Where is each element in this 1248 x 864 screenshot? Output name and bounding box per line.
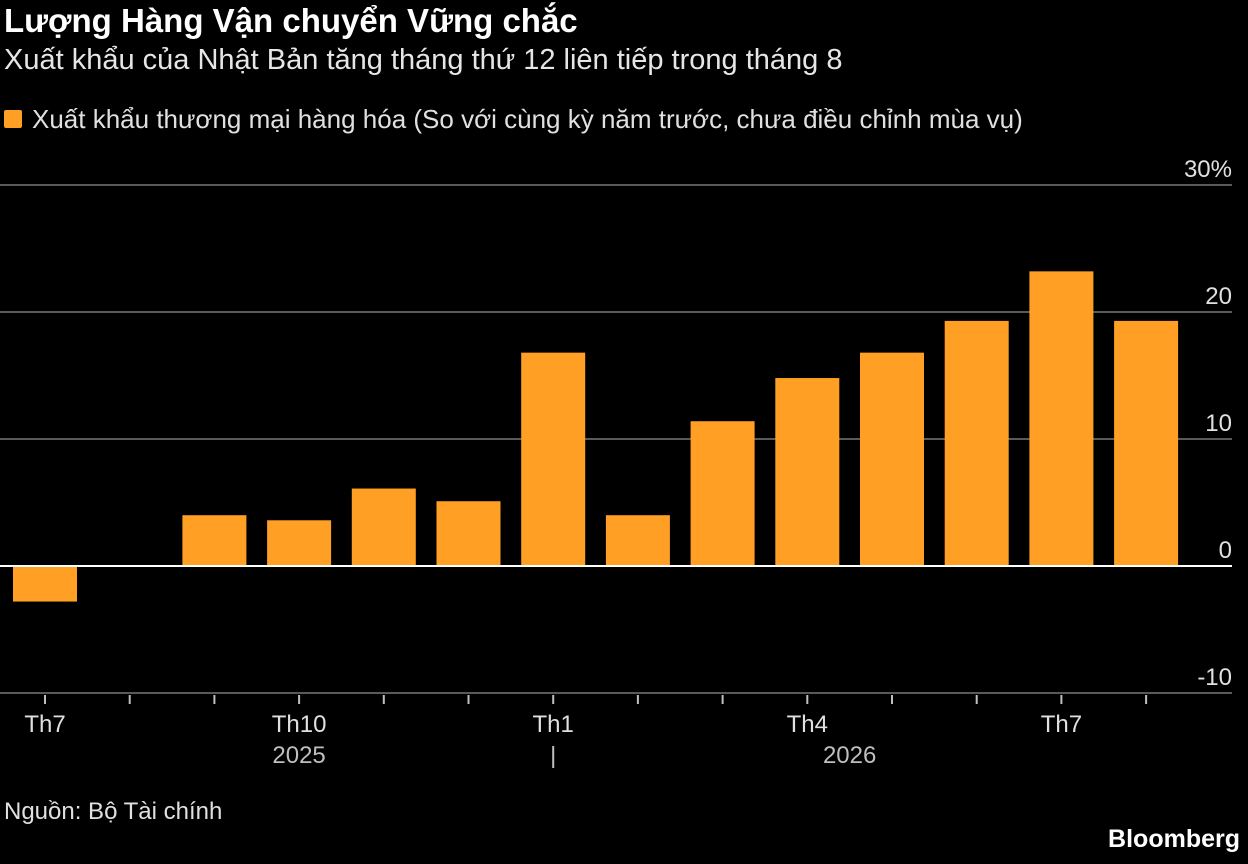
bar bbox=[1029, 271, 1094, 566]
bar bbox=[351, 488, 416, 566]
y-axis-labels: 30% 20 10 0 -10 bbox=[1184, 156, 1232, 691]
year-label: 2025 bbox=[272, 742, 325, 769]
bar bbox=[775, 378, 840, 566]
chart-title: Lượng Hàng Vận chuyển Vững chắc bbox=[4, 2, 578, 39]
bar bbox=[267, 520, 332, 566]
year-label: 2026 bbox=[823, 742, 876, 769]
bar bbox=[436, 501, 501, 566]
x-tick-label: Th7 bbox=[1041, 711, 1082, 738]
bars bbox=[13, 271, 1179, 602]
x-tick-label: Th10 bbox=[272, 711, 327, 738]
y-tick-label: 10 bbox=[1205, 410, 1232, 437]
x-tick-label: Th1 bbox=[533, 711, 574, 738]
bar bbox=[13, 566, 77, 602]
bar bbox=[182, 515, 247, 566]
x-axis-labels: Th7 Th10 Th1 Th4 Th7 2025 2026 bbox=[24, 695, 1148, 769]
bar bbox=[690, 421, 755, 566]
bar bbox=[605, 515, 670, 566]
bar bbox=[860, 352, 924, 566]
bar bbox=[521, 352, 586, 566]
source-note: Nguồn: Bộ Tài chính bbox=[4, 798, 223, 825]
legend-label: Xuất khẩu thương mại hàng hóa (So với cù… bbox=[32, 103, 1023, 134]
legend-swatch bbox=[4, 110, 22, 128]
bar bbox=[944, 320, 1009, 566]
bloomberg-logo: Bloomberg bbox=[1108, 825, 1240, 853]
gridlines bbox=[0, 184, 1232, 694]
chart-subtitle: Xuất khẩu của Nhật Bản tăng tháng thứ 12… bbox=[4, 44, 843, 76]
y-tick-label: 30% bbox=[1184, 156, 1232, 183]
y-tick-label: 20 bbox=[1205, 283, 1232, 310]
y-tick-label: -10 bbox=[1197, 664, 1232, 691]
y-tick-label: 0 bbox=[1219, 537, 1232, 564]
x-tick-label: Th7 bbox=[24, 711, 65, 738]
x-tick-label: Th4 bbox=[787, 711, 828, 738]
bar bbox=[1114, 320, 1179, 566]
legend: Xuất khẩu thương mại hàng hóa (So với cù… bbox=[4, 103, 1023, 135]
